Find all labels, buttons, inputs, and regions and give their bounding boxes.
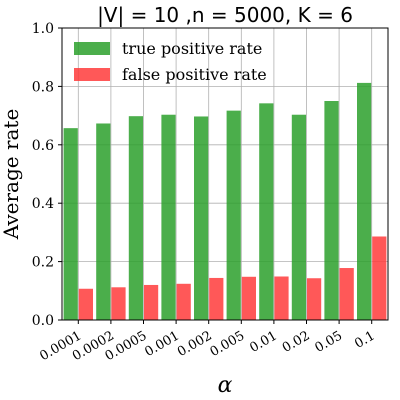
x-tick-label: 0.001 bbox=[142, 328, 182, 360]
y-tick-label: 0.2 bbox=[32, 255, 54, 271]
legend: true positive rate false positive rate bbox=[74, 39, 267, 84]
y-tick-label: 0.6 bbox=[32, 138, 54, 154]
chart-title: |V| = 10 ,n = 5000, K = 6 bbox=[97, 3, 353, 27]
bars bbox=[63, 82, 387, 321]
legend-label: true positive rate bbox=[122, 39, 262, 58]
false-positive-bar bbox=[339, 268, 354, 320]
true-positive-bar bbox=[63, 128, 78, 320]
legend-swatch-false-positive bbox=[74, 68, 110, 81]
legend-label: false positive rate bbox=[122, 65, 267, 84]
x-tick-label: 0.05 bbox=[313, 328, 346, 355]
x-tick-label: 0.01 bbox=[247, 328, 280, 355]
false-positive-bar bbox=[372, 236, 387, 320]
x-tick-label: 0.002 bbox=[175, 328, 215, 360]
false-positive-bar bbox=[144, 284, 159, 320]
false-positive-bar bbox=[274, 276, 289, 320]
y-tick-label: 1.0 bbox=[32, 21, 54, 37]
false-positive-bar bbox=[307, 278, 322, 320]
x-tick-label: 0.1 bbox=[352, 328, 377, 351]
true-positive-bar bbox=[357, 82, 372, 320]
true-positive-bar bbox=[194, 116, 209, 320]
false-positive-bar bbox=[209, 277, 224, 320]
false-positive-bar bbox=[111, 287, 126, 320]
y-tick-label: 0.8 bbox=[32, 79, 54, 95]
true-positive-bar bbox=[128, 116, 143, 321]
x-tick-label: 0.005 bbox=[208, 328, 248, 360]
x-axis-label: α bbox=[218, 373, 233, 398]
true-positive-bar bbox=[226, 110, 241, 320]
false-positive-bar bbox=[241, 276, 256, 320]
y-axis: 0.0 0.2 0.4 0.6 0.8 1.0 bbox=[32, 21, 62, 329]
legend-swatch-true-positive bbox=[74, 42, 110, 55]
y-tick-label: 0.4 bbox=[32, 196, 54, 212]
y-tick-label: 0.0 bbox=[32, 313, 54, 329]
true-positive-bar bbox=[291, 114, 306, 320]
true-positive-bar bbox=[259, 103, 274, 320]
plot-frame bbox=[61, 27, 389, 321]
false-positive-bar bbox=[78, 288, 93, 320]
x-tick-label: 0.02 bbox=[280, 328, 313, 355]
y-axis-label: Average rate bbox=[0, 109, 23, 241]
true-positive-bar bbox=[96, 123, 111, 320]
true-positive-bar bbox=[324, 101, 339, 320]
true-positive-bar bbox=[161, 114, 176, 320]
false-positive-bar bbox=[176, 283, 191, 320]
